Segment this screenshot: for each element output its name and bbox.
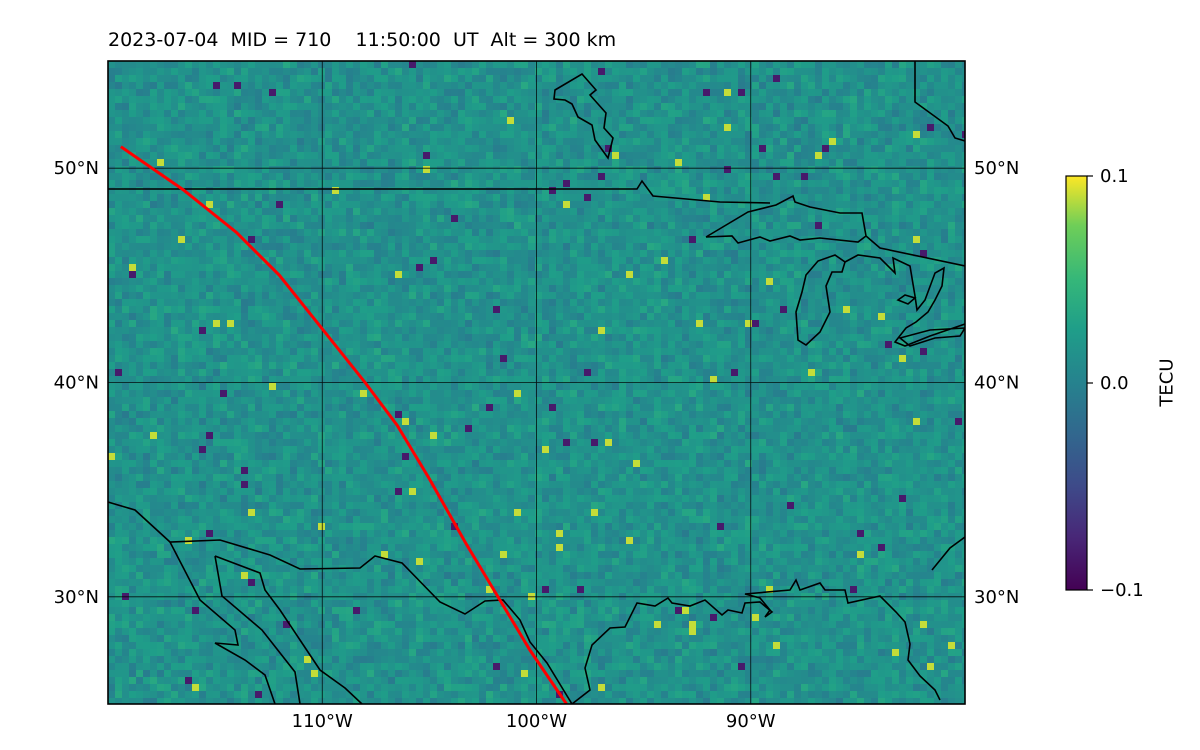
axis-ticks: 110°W 100°W 90°W 50°N 50°N 40°N 40°N 30°N 30°N — [54, 158, 1020, 732]
gulf-coast — [571, 536, 965, 704]
map-title: 2023-07-04 MID = 710 11:50:00 UT Alt = 3… — [108, 29, 617, 51]
coastline-borders — [108, 61, 965, 704]
lat-tick-label-left: 40°N — [54, 373, 99, 394]
great-lakes — [705, 194, 965, 347]
lake-winnipeg — [553, 72, 614, 160]
lon-tick-label: 100°W — [506, 711, 567, 732]
colorbar-tick-label: 0.0 — [1100, 373, 1129, 394]
lon-tick-label: 90°W — [726, 711, 776, 732]
lat-tick-label-right: 50°N — [974, 158, 1019, 179]
colorbar-bar — [1065, 175, 1088, 591]
colorbar-tick-label: −0.1 — [1100, 580, 1144, 601]
baja-california — [169, 541, 363, 704]
satellite-track — [120, 145, 568, 704]
lat-tick-label-left: 50°N — [54, 158, 99, 179]
tec-heatmap — [108, 61, 965, 704]
colorbar-ticks: 0.1 0.0 −0.1 — [1087, 166, 1144, 601]
colorbar-tick-label: 0.1 — [1100, 166, 1129, 187]
lat-tick-label-right: 40°N — [974, 373, 1019, 394]
lat-tick-label-right: 30°N — [974, 587, 1019, 608]
lon-tick-label: 110°W — [292, 711, 353, 732]
colorbar-label: TECU — [1156, 358, 1178, 407]
map-frame — [107, 60, 966, 705]
lat-tick-label-left: 30°N — [54, 587, 99, 608]
hudson-bay-edge — [914, 61, 965, 142]
us-mexico-border — [108, 501, 573, 704]
us-canada-border — [108, 179, 771, 204]
graticule — [108, 61, 965, 704]
